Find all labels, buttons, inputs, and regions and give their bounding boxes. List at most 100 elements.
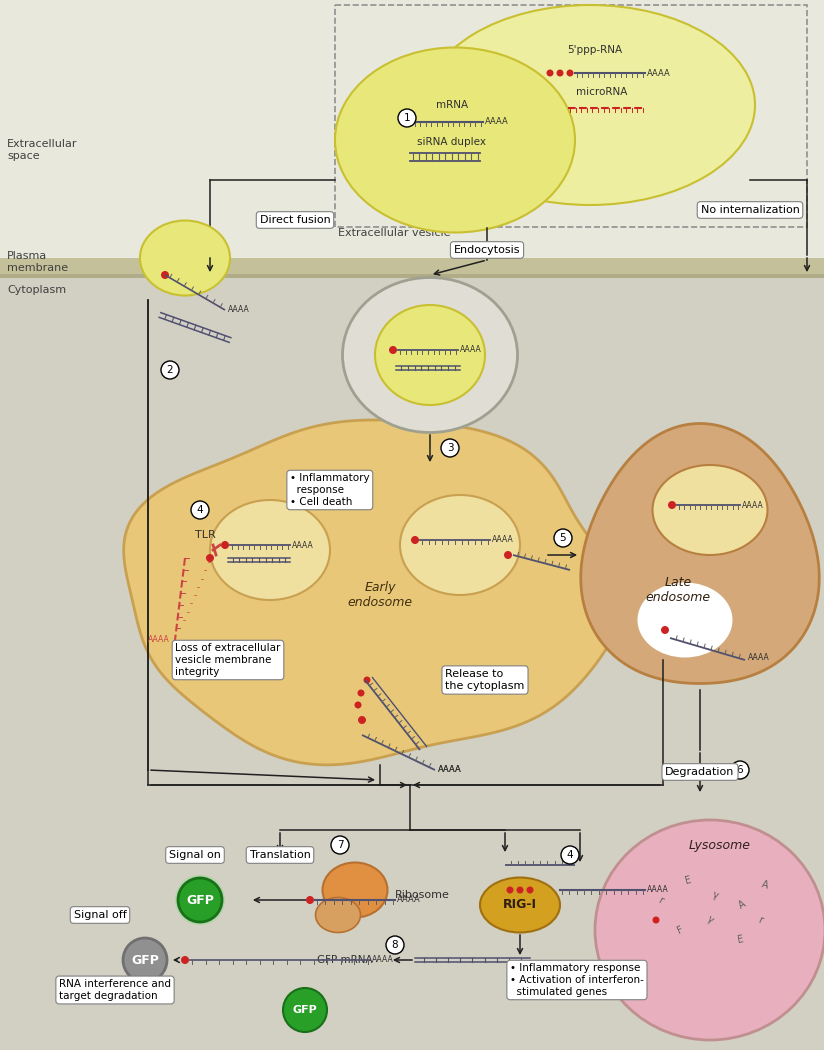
Ellipse shape	[653, 465, 767, 555]
Text: 3: 3	[447, 443, 453, 453]
Text: A: A	[761, 879, 770, 890]
Text: Ribosome: Ribosome	[395, 890, 450, 900]
Ellipse shape	[335, 47, 575, 232]
Circle shape	[527, 886, 533, 894]
Text: 7: 7	[337, 840, 344, 850]
Ellipse shape	[480, 878, 560, 932]
Text: Release to
the cytoplasm: Release to the cytoplasm	[445, 669, 525, 691]
Text: GFP mRNA: GFP mRNA	[317, 956, 372, 965]
Circle shape	[175, 875, 225, 925]
Text: microRNA: microRNA	[576, 87, 628, 97]
Circle shape	[566, 69, 574, 77]
Ellipse shape	[210, 500, 330, 600]
Text: 1: 1	[404, 113, 410, 123]
Text: γ: γ	[705, 915, 715, 926]
Polygon shape	[124, 420, 621, 764]
Circle shape	[123, 938, 167, 982]
Circle shape	[161, 271, 169, 279]
Text: Cytoplasm: Cytoplasm	[7, 285, 66, 295]
Text: 5'ppp-RNA: 5'ppp-RNA	[568, 45, 623, 55]
Text: 2: 2	[166, 365, 173, 375]
Circle shape	[206, 554, 214, 562]
Text: r: r	[656, 895, 664, 905]
Circle shape	[221, 541, 229, 549]
Text: AAAA: AAAA	[292, 541, 314, 549]
Text: Extracellular vesicle: Extracellular vesicle	[338, 228, 451, 238]
Text: 8: 8	[391, 940, 398, 950]
Text: AAAA: AAAA	[148, 635, 170, 645]
Text: E: E	[736, 934, 744, 945]
Text: Late
endosome: Late endosome	[645, 576, 710, 604]
Circle shape	[178, 878, 222, 922]
Circle shape	[507, 886, 513, 894]
Text: F: F	[676, 924, 685, 936]
Circle shape	[411, 536, 419, 544]
Bar	[0, 258, 824, 276]
Text: AAAA: AAAA	[742, 501, 764, 509]
Text: AAAA: AAAA	[438, 765, 461, 775]
Bar	[0, 274, 824, 278]
Circle shape	[283, 988, 327, 1032]
Text: r: r	[756, 915, 764, 925]
Text: AAAA: AAAA	[372, 956, 394, 965]
Text: Loss of extracellular
vesicle membrane
integrity: Loss of extracellular vesicle membrane i…	[176, 644, 281, 676]
Circle shape	[653, 917, 659, 924]
Text: AAAA: AAAA	[460, 345, 482, 355]
Text: siRNA duplex: siRNA duplex	[418, 136, 486, 147]
Text: AAAA: AAAA	[647, 885, 669, 895]
Circle shape	[561, 846, 579, 864]
Circle shape	[517, 886, 523, 894]
Text: AAAA: AAAA	[228, 306, 250, 315]
Circle shape	[731, 761, 749, 779]
Ellipse shape	[595, 820, 824, 1040]
Text: Extracellular
space: Extracellular space	[7, 140, 77, 161]
Text: 5: 5	[559, 533, 566, 543]
Circle shape	[358, 716, 366, 724]
Text: mRNA: mRNA	[436, 100, 468, 110]
Ellipse shape	[425, 5, 755, 205]
Text: AAAA: AAAA	[647, 68, 671, 78]
Circle shape	[661, 626, 669, 634]
Circle shape	[504, 551, 512, 559]
Text: 4: 4	[567, 850, 574, 860]
Circle shape	[404, 118, 412, 126]
Text: GFP: GFP	[293, 1005, 317, 1015]
Ellipse shape	[400, 495, 520, 595]
Ellipse shape	[343, 277, 517, 433]
Circle shape	[554, 529, 572, 547]
Circle shape	[358, 690, 364, 696]
Ellipse shape	[322, 862, 387, 918]
Text: AAAA: AAAA	[748, 653, 770, 663]
Text: Plasma
membrane: Plasma membrane	[7, 251, 68, 273]
Circle shape	[306, 896, 314, 904]
Text: AAAA: AAAA	[485, 118, 508, 126]
Text: A: A	[737, 899, 747, 911]
Circle shape	[181, 956, 189, 964]
Bar	[0, 278, 824, 1050]
Circle shape	[668, 501, 676, 509]
Text: Endocytosis: Endocytosis	[454, 245, 520, 255]
Circle shape	[354, 701, 362, 709]
Circle shape	[331, 836, 349, 854]
Text: No internalization: No internalization	[700, 205, 799, 215]
Text: AAAA: AAAA	[492, 536, 513, 545]
Polygon shape	[581, 423, 819, 684]
Text: GFP: GFP	[131, 953, 159, 966]
Bar	[0, 0, 824, 260]
Ellipse shape	[375, 304, 485, 405]
Circle shape	[556, 69, 564, 77]
Text: TLR: TLR	[195, 530, 216, 540]
Text: Translation: Translation	[250, 850, 311, 860]
Ellipse shape	[638, 583, 733, 657]
Text: Early
endosome: Early endosome	[348, 581, 413, 609]
Ellipse shape	[316, 898, 360, 932]
Text: RNA interference and
target degradation: RNA interference and target degradation	[59, 980, 171, 1001]
Text: GFP: GFP	[186, 894, 214, 906]
Text: Degradation: Degradation	[665, 766, 735, 777]
Circle shape	[363, 676, 371, 684]
Text: E: E	[684, 875, 692, 885]
Text: Signal on: Signal on	[169, 850, 221, 860]
Text: Direct fusion: Direct fusion	[260, 215, 330, 225]
Text: 6: 6	[737, 765, 743, 775]
Text: 4: 4	[197, 505, 204, 514]
